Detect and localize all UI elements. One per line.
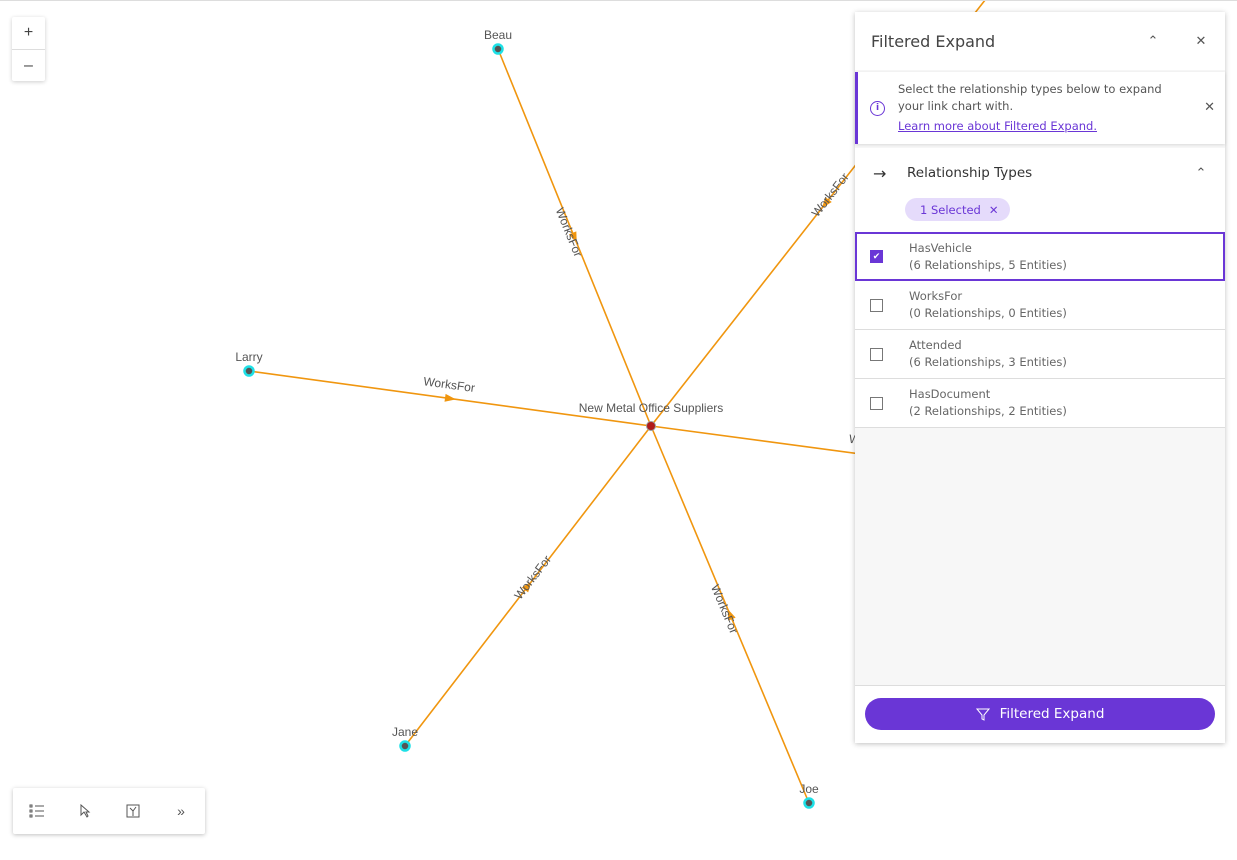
item-detail: (6 Relationships, 3 Entities)	[909, 355, 1067, 369]
edge-label: WorksFor	[553, 206, 585, 259]
item-name: Attended	[909, 338, 962, 352]
edge-arrow	[521, 581, 532, 593]
entity-node-beau[interactable]	[492, 43, 504, 55]
close-icon[interactable]: ✕	[1195, 33, 1207, 49]
relationship-item-attended[interactable]: Attended (6 Relationships, 3 Entities)	[855, 330, 1225, 379]
checkbox[interactable]	[870, 298, 883, 312]
item-detail: (0 Relationships, 0 Entities)	[909, 306, 1067, 320]
learn-more-link[interactable]: Learn more about Filtered Expand.	[898, 119, 1097, 133]
collapse-chevron-up-icon[interactable]: ⌃	[1147, 33, 1159, 49]
item-name: HasVehicle	[909, 240, 972, 255]
filter-icon	[975, 708, 990, 721]
layout-icon[interactable]	[118, 796, 148, 826]
arrow-right-icon: →	[873, 163, 887, 183]
zoom-in-button[interactable]: +	[12, 17, 45, 50]
relationship-types-section: → Relationship Types ⌃ 1 Selected ✕ ✔ Ha…	[855, 148, 1225, 428]
edge-arrow	[568, 231, 577, 244]
edge-label: WorksFor	[708, 583, 741, 636]
item-name: HasDocument	[909, 387, 991, 401]
item-detail: (6 Relationships, 5 Entities)	[909, 257, 1067, 272]
entity-label: Beau	[484, 28, 512, 42]
center-entity-node[interactable]	[646, 421, 656, 431]
zoom-out-button[interactable]: –	[24, 57, 33, 74]
entity-node-joe[interactable]	[803, 797, 815, 809]
edge-arrow	[821, 197, 832, 209]
entity-label: Joe	[799, 782, 819, 796]
zoom-controls: + –	[12, 17, 45, 81]
chip-label: 1 Selected	[920, 202, 981, 217]
entity-label: Larry	[235, 350, 262, 364]
edge-label: WorksFor	[423, 374, 476, 395]
item-name: WorksFor	[909, 289, 963, 303]
center-entity-label: New Metal Office Suppliers	[579, 401, 724, 415]
checkbox[interactable]	[870, 396, 883, 410]
info-icon: i	[870, 101, 885, 116]
edge-label: WorksFor	[511, 553, 554, 603]
checkbox[interactable]	[870, 347, 883, 361]
section-chevron-up-icon[interactable]: ⌃	[1195, 165, 1207, 181]
filtered-expand-button[interactable]: Filtered Expand	[865, 698, 1215, 730]
list-icon[interactable]	[22, 796, 52, 826]
entity-label: Jane	[392, 725, 418, 739]
filtered-expand-panel: Filtered Expand ⌃ ✕ i Select the relatio…	[855, 12, 1225, 743]
notice-text: Select the relationship types below to e…	[898, 82, 1162, 113]
section-title: Relationship Types	[907, 165, 1033, 181]
panel-title: Filtered Expand	[871, 31, 996, 51]
panel-header: Filtered Expand ⌃ ✕	[855, 12, 1225, 70]
relationship-item-hasvehicle[interactable]: ✔ HasVehicle (6 Relationships, 5 Entitie…	[855, 232, 1225, 281]
relationship-item-worksfor[interactable]: WorksFor (0 Relationships, 0 Entities)	[855, 281, 1225, 330]
button-label: Filtered Expand	[999, 706, 1105, 722]
chip-clear-icon[interactable]: ✕	[988, 202, 999, 217]
entity-node-jane[interactable]	[399, 740, 411, 752]
edge-label: WorksFor	[809, 170, 852, 219]
bottom-toolbar: »	[13, 788, 205, 834]
chevron-double-right-icon[interactable]: »	[177, 803, 185, 819]
selected-chip[interactable]: 1 Selected ✕	[905, 198, 1011, 221]
relationship-item-hasdocument[interactable]: HasDocument (2 Relationships, 2 Entities…	[855, 379, 1225, 428]
item-detail: (2 Relationships, 2 Entities)	[909, 404, 1067, 418]
info-notice: i Select the relationship types below to…	[855, 72, 1225, 144]
section-header[interactable]: → Relationship Types ⌃	[855, 148, 1225, 198]
select-pointer-icon[interactable]	[70, 796, 100, 826]
edge-arrow	[444, 393, 456, 402]
panel-footer: Filtered Expand	[855, 685, 1225, 743]
entity-node-larry[interactable]	[243, 365, 255, 377]
edge-arrow	[727, 608, 736, 621]
notice-close-icon[interactable]: ✕	[1204, 100, 1215, 115]
checkbox[interactable]: ✔	[870, 250, 883, 263]
